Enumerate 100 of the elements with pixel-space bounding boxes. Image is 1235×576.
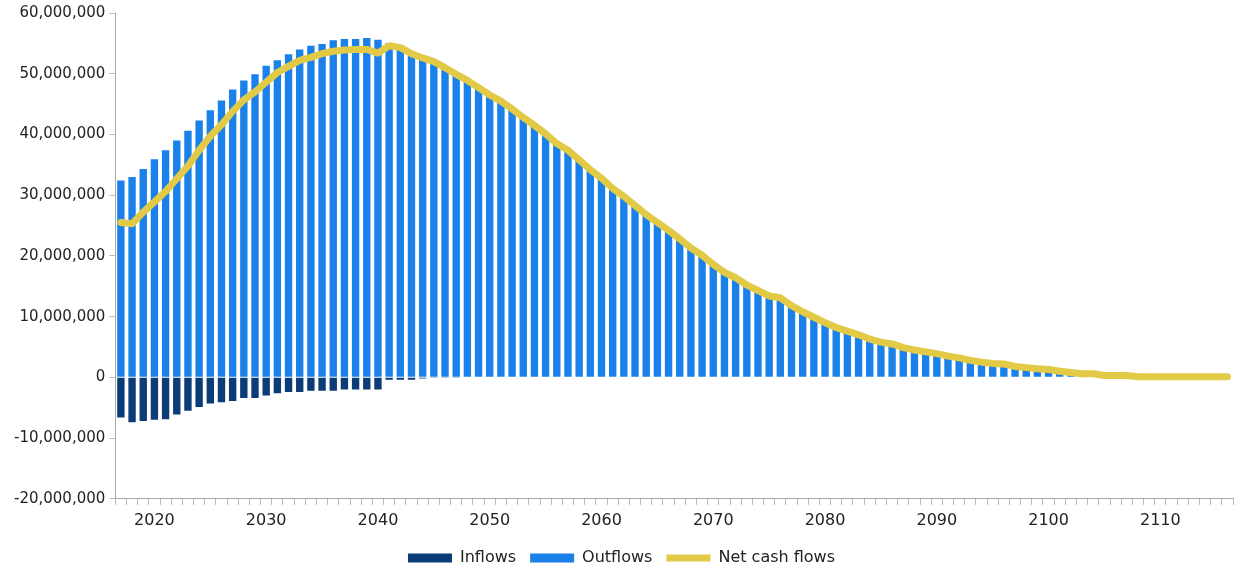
bar [228, 377, 237, 402]
x-tick-label: 2030 [245, 509, 287, 529]
bar [284, 54, 293, 377]
bar [307, 45, 315, 377]
y-tick-label: 50,000,000 [19, 63, 106, 82]
bar [228, 89, 237, 377]
bar [329, 377, 337, 391]
bar [530, 125, 539, 377]
bar [296, 49, 304, 377]
bar [284, 377, 293, 392]
bar [296, 377, 304, 392]
x-tick-label: 2020 [134, 509, 175, 529]
bar [687, 248, 695, 377]
bar [206, 110, 214, 377]
bar [754, 290, 762, 377]
bar [195, 120, 203, 377]
x-tick-label: 2040 [357, 509, 399, 529]
x-tick-label: 2060 [581, 509, 622, 529]
bar [363, 377, 371, 390]
bar [765, 295, 773, 377]
bar [240, 377, 248, 398]
legend-label: Inflows [459, 547, 517, 567]
bar [821, 322, 829, 377]
bar [273, 377, 282, 394]
bar [474, 87, 483, 377]
bar [117, 377, 125, 418]
bar [653, 222, 662, 377]
bar [318, 377, 326, 391]
bar [195, 377, 203, 408]
bar [173, 377, 181, 415]
bar [709, 264, 717, 377]
bar [463, 80, 472, 377]
bar [698, 255, 706, 377]
bar [519, 117, 527, 377]
bar [720, 272, 729, 377]
bar [184, 377, 192, 411]
x-tick-label: 2110 [1139, 509, 1181, 529]
bar [743, 285, 751, 377]
bar [676, 238, 684, 377]
bar [262, 65, 270, 377]
bar [173, 140, 181, 377]
y-tick-label: 20,000,000 [19, 245, 106, 264]
bar [497, 101, 505, 377]
bar [340, 39, 349, 377]
x-tick-label: 2090 [916, 509, 958, 529]
bar [184, 130, 192, 377]
bar [787, 305, 796, 377]
bar [351, 39, 360, 377]
bar [363, 37, 371, 377]
bar [161, 377, 170, 420]
bar [273, 60, 282, 377]
bar [374, 377, 382, 390]
bar [351, 377, 360, 390]
bar [642, 214, 650, 377]
bar [508, 108, 516, 377]
bar [217, 100, 226, 377]
bar [251, 74, 259, 377]
bar [575, 159, 583, 377]
bar [608, 188, 617, 377]
bar [329, 40, 337, 377]
y-tick-label: 60,000,000 [19, 2, 106, 21]
bar [586, 169, 595, 377]
bar [541, 133, 550, 377]
bar [150, 377, 159, 420]
bar [810, 317, 818, 377]
bar [161, 150, 170, 377]
x-tick-label: 2050 [469, 509, 511, 529]
y-tick-label: 40,000,000 [19, 124, 106, 143]
x-tick-label: 2080 [804, 509, 846, 529]
bar [150, 159, 159, 377]
y-tick-label: -20,000,000 [14, 488, 106, 507]
bar [597, 178, 606, 377]
bar [620, 196, 628, 377]
y-tick-label: -10,000,000 [14, 427, 106, 446]
bar [340, 377, 349, 390]
y-tick-label: 0 [95, 367, 106, 386]
y-tick-label: 30,000,000 [19, 185, 106, 204]
bar [631, 205, 639, 377]
bar [385, 43, 393, 377]
legend-label: Outflows [582, 547, 653, 567]
bar [217, 377, 226, 403]
bar [564, 150, 572, 377]
bar [240, 80, 248, 377]
bar [374, 39, 382, 377]
bar [128, 176, 136, 377]
bar [553, 143, 561, 377]
bar [486, 94, 494, 377]
bar [731, 277, 740, 377]
bar [251, 377, 259, 398]
x-tick-label: 2100 [1028, 509, 1069, 529]
x-tick-label: 2070 [692, 509, 734, 529]
bar [262, 377, 270, 396]
y-tick-label: 10,000,000 [19, 306, 106, 325]
bar [318, 43, 326, 377]
bar [139, 169, 147, 377]
bar [441, 67, 449, 377]
bar [664, 230, 673, 377]
bar [117, 180, 125, 377]
legend-label: Net cash flows [718, 547, 836, 567]
bar [139, 377, 147, 422]
